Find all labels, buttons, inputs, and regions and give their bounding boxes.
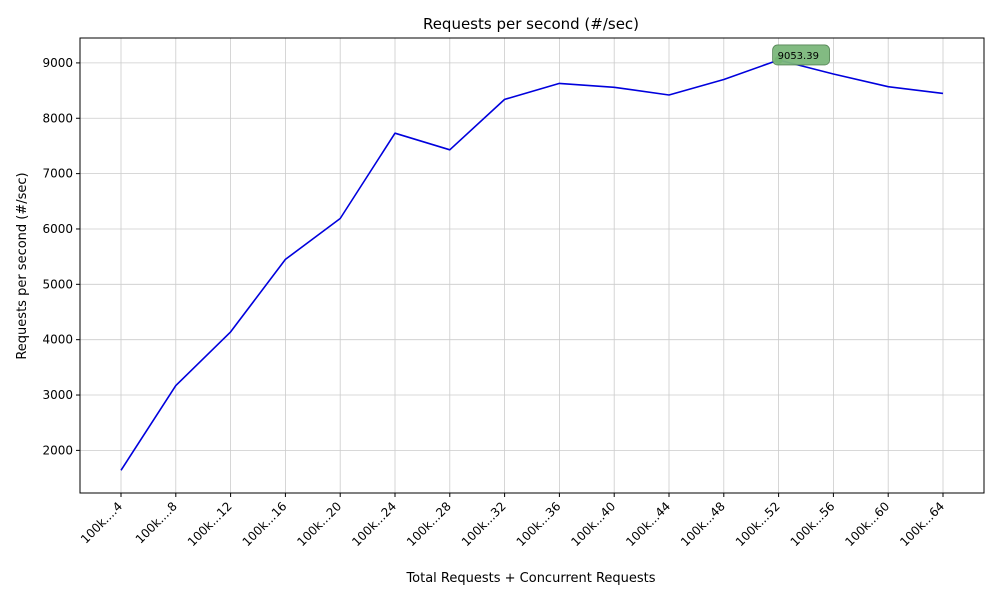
y-tick-label: 6000 [42,222,73,236]
y-tick-label: 9000 [42,56,73,70]
y-tick-label: 7000 [42,167,73,181]
y-tick-label: 2000 [42,443,73,457]
annotation-group: 9053.39 [773,45,830,65]
chart-title: Requests per second (#/sec) [423,15,639,33]
y-tick-label: 4000 [42,333,73,347]
y-tick-label: 8000 [42,111,73,125]
y-tick-label: 3000 [42,388,73,402]
annotation-label: 9053.39 [778,51,819,62]
x-axis-label: Total Requests + Concurrent Requests [405,571,655,586]
y-tick-label: 5000 [42,277,73,291]
y-axis-label: Requests per second (#/sec) [15,172,30,359]
